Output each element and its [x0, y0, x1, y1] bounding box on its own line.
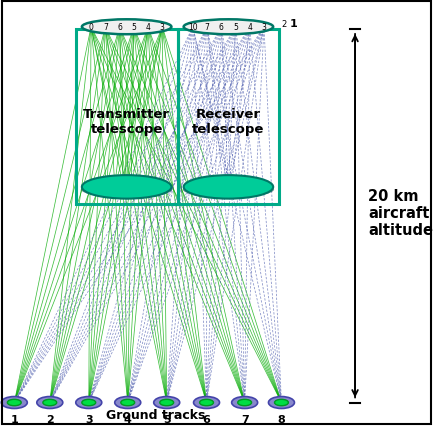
Ellipse shape: [184, 176, 273, 199]
Text: 3: 3: [262, 23, 266, 32]
Ellipse shape: [160, 400, 174, 406]
Ellipse shape: [194, 397, 220, 409]
Text: 7: 7: [205, 23, 210, 32]
Text: 5: 5: [131, 23, 136, 32]
Text: 5: 5: [163, 414, 171, 424]
Ellipse shape: [1, 397, 27, 409]
Text: 3: 3: [160, 23, 165, 32]
Text: 3: 3: [85, 414, 93, 424]
Text: 6: 6: [203, 414, 210, 424]
Ellipse shape: [275, 400, 288, 406]
Ellipse shape: [7, 400, 21, 406]
Ellipse shape: [82, 400, 96, 406]
Text: 1: 1: [10, 414, 18, 424]
Ellipse shape: [82, 20, 171, 35]
Text: 8: 8: [278, 414, 285, 424]
Ellipse shape: [37, 397, 63, 409]
Text: 6: 6: [219, 23, 224, 32]
Ellipse shape: [115, 397, 141, 409]
Text: 7: 7: [241, 414, 249, 424]
Text: Transmitter
telescope: Transmitter telescope: [83, 107, 170, 135]
Ellipse shape: [81, 182, 172, 198]
Text: 4: 4: [124, 414, 132, 424]
Text: 20 km
aircraft
altitude: 20 km aircraft altitude: [368, 188, 433, 238]
Ellipse shape: [43, 400, 57, 406]
Ellipse shape: [268, 397, 294, 409]
Text: 2: 2: [281, 20, 287, 29]
Text: 0: 0: [89, 23, 94, 32]
Text: Ground tracks: Ground tracks: [106, 408, 206, 421]
Ellipse shape: [76, 397, 102, 409]
Ellipse shape: [238, 400, 252, 406]
Text: 4: 4: [247, 23, 252, 32]
Text: 5: 5: [233, 23, 238, 32]
Ellipse shape: [82, 176, 171, 199]
Text: 7: 7: [103, 23, 108, 32]
Text: 6: 6: [117, 23, 122, 32]
Text: 10: 10: [188, 23, 197, 32]
Ellipse shape: [183, 182, 274, 198]
Ellipse shape: [200, 400, 213, 406]
Ellipse shape: [184, 20, 273, 35]
Text: 2: 2: [46, 414, 54, 424]
Text: Receiver
telescope: Receiver telescope: [192, 107, 265, 135]
Text: 4: 4: [145, 23, 150, 32]
Ellipse shape: [154, 397, 180, 409]
Text: 1: 1: [290, 19, 298, 29]
Ellipse shape: [121, 400, 135, 406]
Ellipse shape: [232, 397, 258, 409]
